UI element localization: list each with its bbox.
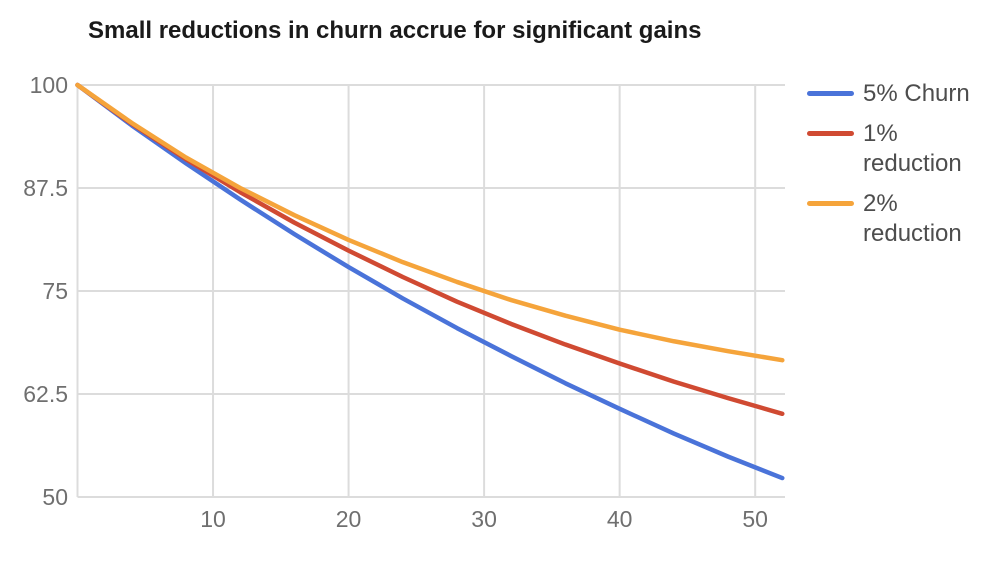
x-tick-label: 30 [471,506,497,532]
legend-item: 2% reduction [807,189,997,249]
legend-label: 2% reduction [863,190,962,247]
x-tick-label: 50 [742,506,768,532]
x-tick-label: 10 [200,506,226,532]
series-line-2-reduction [75,82,785,363]
y-tick-label: 75 [42,278,68,304]
y-tick-label: 100 [29,72,68,98]
legend-item: 5% Churn [807,79,997,109]
legend-label: 5% Churn [863,80,970,107]
series-line-5-churn [75,82,785,481]
legend-item: 1% reduction [807,119,997,179]
x-tick-label: 40 [606,506,633,532]
x-tick-label: 20 [335,506,362,532]
legend-swatch-icon [807,201,854,206]
legend-label: 1% reduction [863,120,962,177]
y-tick-label: 50 [42,484,68,510]
series-line-1-reduction [75,82,785,417]
chart-title: Small reductions in churn accrue for sig… [88,17,702,44]
legend-swatch-icon [807,131,854,136]
legend: 5% Churn 1% reduction 2% reduction [807,79,997,249]
y-tick-label: 87.5 [23,175,68,201]
y-tick-label: 62.5 [23,381,68,407]
legend-swatch-icon [807,91,854,96]
